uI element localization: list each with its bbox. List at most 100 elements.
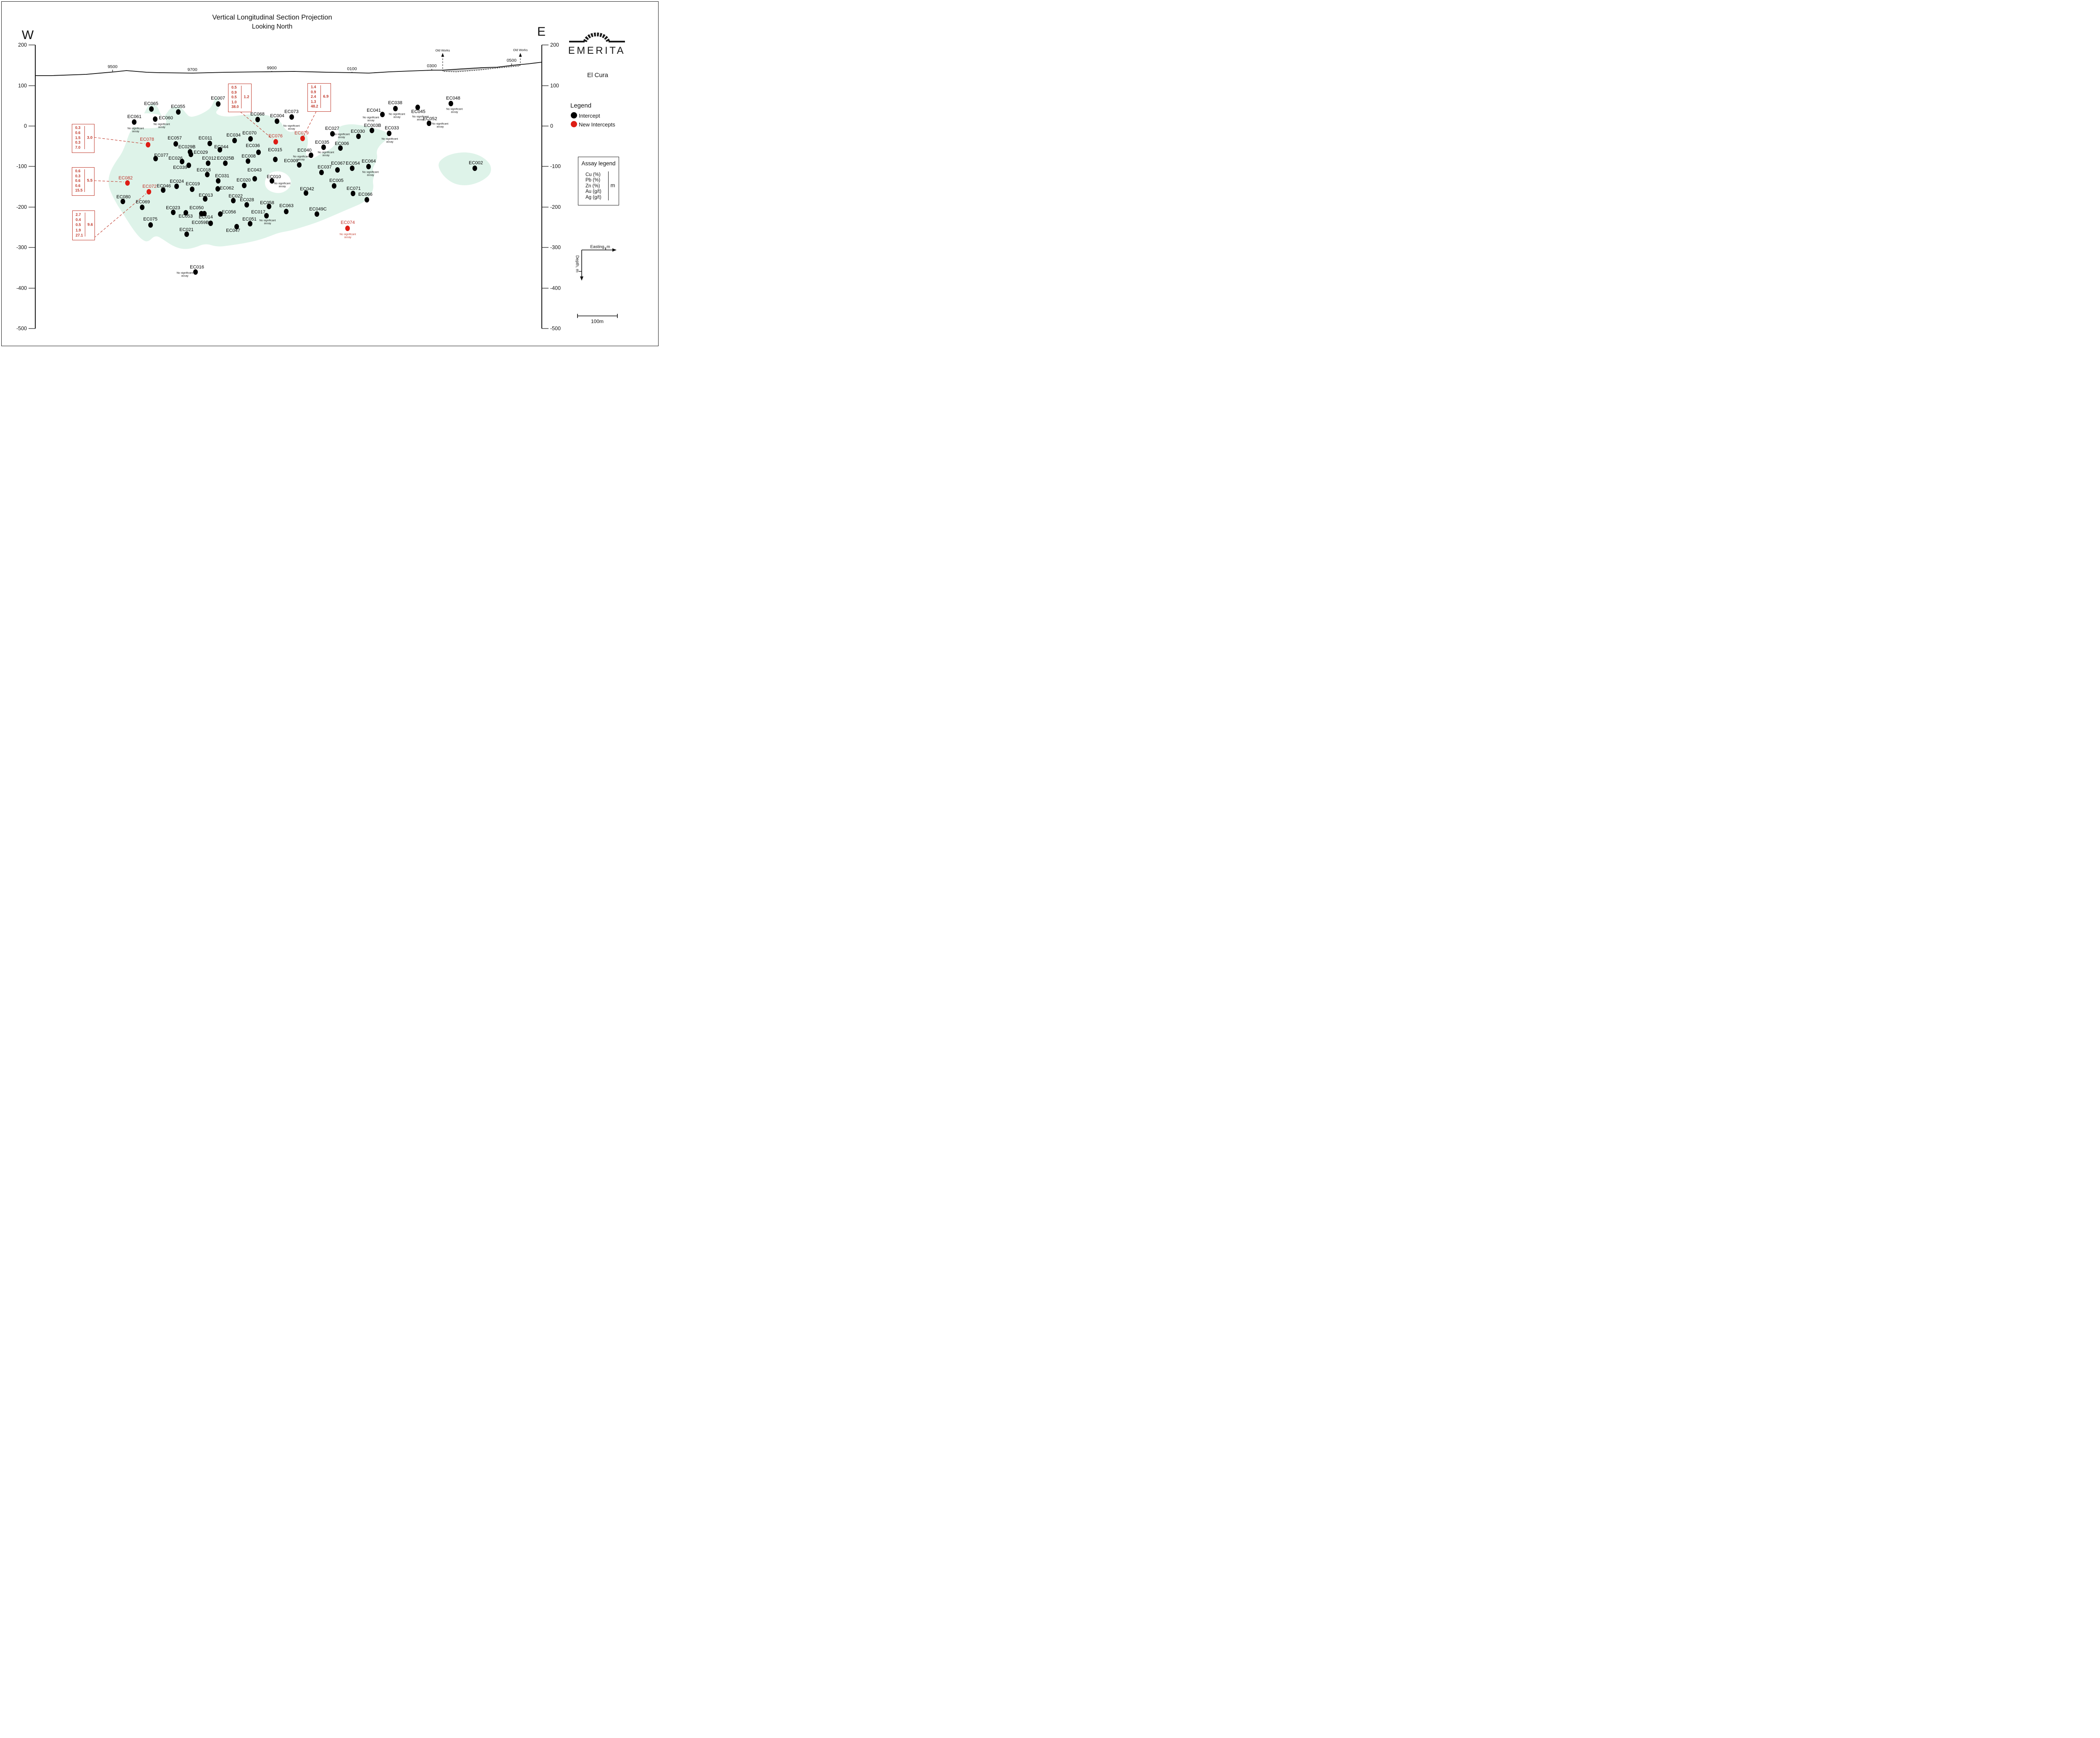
assay-box-2-values: 0.6 0.3 0.6 0.6 15.5	[75, 169, 83, 193]
drillhole-dot-EC078	[145, 142, 150, 147]
nsa-line2: assay	[132, 130, 139, 133]
drillhole-label-EC077: EC077	[154, 153, 168, 158]
drillhole-label-EC072: EC072	[142, 184, 157, 189]
drillhole-label-EC006: EC006	[335, 141, 349, 146]
no-significant-assay-EC074: No significant assay	[339, 233, 356, 239]
drillhole-label-EC007: EC007	[211, 96, 225, 101]
assay-box-3-values: 2.7 0.4 0.5 1.9 27.1	[76, 213, 83, 237]
no-significant-assay-EC017: No significant assay	[259, 219, 276, 226]
drillhole-dot-EC036	[256, 149, 261, 155]
drillhole-dot-EC059B	[208, 220, 213, 226]
no-significant-assay-EC061: No significant assay	[127, 127, 144, 134]
drillhole-label-EC030: EC030	[351, 129, 365, 134]
drillhole-label-EC048: EC048	[446, 96, 460, 101]
assay-connector-4	[240, 111, 273, 139]
drillhole-dot-EC062	[215, 186, 220, 192]
drillhole-dot-EC048	[448, 100, 453, 106]
old-works-arrowhead-1	[441, 53, 444, 57]
nsa-line1: No significant	[388, 113, 405, 116]
easting-arrowhead	[612, 248, 617, 252]
no-significant-assay-EC016: No significant assay	[176, 272, 193, 278]
logo-bar-right	[609, 41, 625, 42]
drillhole-label-EC045: EC045	[411, 109, 425, 114]
legend-intercept-label: Intercept	[579, 113, 600, 119]
depth-axis-label: Depth, m	[575, 255, 580, 273]
drillhole-label-EC021: EC021	[179, 227, 194, 232]
assay-box-4-divider	[241, 86, 242, 108]
old-works-zone	[443, 65, 520, 72]
section-title: Vertical Longitudinal Section Projection	[212, 13, 332, 21]
drillhole-label-EC023: EC023	[166, 205, 180, 210]
drillhole-dot-EC063	[284, 208, 289, 214]
drillhole-label-EC003B: EC003B	[364, 123, 381, 128]
drillhole-dot-EC006	[338, 145, 343, 151]
easting-axis-label: Easting, m	[590, 245, 610, 250]
surface-line	[35, 62, 542, 76]
nsa-line2: assay	[451, 111, 458, 114]
assay-box-4-interval: 1.2	[244, 95, 249, 100]
drillhole-dot-EC047	[234, 223, 239, 229]
nsa-line2: assay	[367, 119, 375, 122]
drillhole-dot-EC076	[273, 139, 278, 145]
drillhole-dot-EC035	[321, 144, 326, 150]
assay-box-2-divider	[84, 169, 85, 192]
drillhole-label-EC071: EC071	[346, 186, 361, 191]
grid-label-0300: 0300	[427, 63, 437, 68]
drillhole-dot-EC045	[415, 104, 420, 110]
assay-legend-row: Ag (g/t)	[585, 195, 601, 200]
depth-tick-label-right--400: -400	[550, 285, 561, 291]
drillhole-dot-EC034	[232, 137, 237, 143]
nsa-line1: No significant	[259, 219, 276, 222]
drillhole-label-EC073: EC073	[284, 109, 299, 114]
depth-tick-label-right-0: 0	[550, 123, 553, 129]
assay-legend-title: Assay legend	[581, 160, 616, 167]
assay-box-1: 0.3 0.6 1.5 0.3 7.0 3.0	[72, 124, 94, 153]
depth-tick-label-left-100: 100	[18, 83, 27, 89]
assay-box-2: 0.6 0.3 0.6 0.6 15.5 5.5	[72, 167, 94, 196]
drillhole-label-EC015: EC015	[268, 147, 282, 153]
drillhole-dot-EC052	[426, 120, 431, 126]
no-significant-assay-EC060: No significant assay	[153, 123, 170, 129]
assay-connector-2	[94, 180, 124, 182]
drillhole-label-EC040: EC040	[297, 148, 312, 153]
drillhole-label-EC055: EC055	[171, 104, 185, 109]
drillhole-dot-EC004	[274, 118, 279, 124]
project-name: El Cura	[587, 71, 609, 79]
drillhole-dot-EC049C	[314, 211, 319, 217]
depth-tick-label-left--100: -100	[16, 163, 27, 169]
nsa-line2: assay	[181, 275, 189, 278]
no-significant-assay-EC027: No significant assay	[333, 133, 349, 139]
assay-legend-unit: m	[610, 182, 615, 189]
drillhole-label-EC017: EC017	[251, 210, 265, 215]
drillhole-label-EC036: EC036	[246, 143, 260, 148]
nsa-line2: assay	[322, 154, 330, 157]
drillhole-label-EC039: EC039	[173, 165, 187, 170]
no-significant-assay-EC040: No significant assay	[293, 155, 309, 162]
drillhole-dot-EC071	[350, 190, 355, 196]
nsa-line2: assay	[367, 174, 374, 177]
nsa-line1: No significant	[283, 124, 300, 128]
drillhole-label-EC019: EC019	[186, 181, 200, 187]
logo-bar-left	[569, 41, 585, 42]
depth-tick-label-right-100: 100	[550, 83, 559, 89]
drillhole-label-EC059B: EC059B	[192, 220, 209, 225]
drillhole-label-EC031: EC031	[215, 174, 229, 179]
drillhole-dot-EC042	[303, 190, 308, 196]
logo-arch-icon	[583, 32, 610, 42]
nsa-line1: No significant	[432, 122, 449, 126]
drillhole-dot-EC027	[330, 131, 335, 137]
no-significant-assay-EC045: No significant assay	[412, 116, 428, 122]
assay-connector-1	[94, 137, 145, 144]
drillhole-dot-EC037	[319, 169, 324, 175]
nsa-line1: No significant	[339, 233, 356, 236]
assay-legend-row: Zn (%)	[585, 183, 600, 189]
scale-bar-label: 100m	[591, 318, 604, 324]
no-significant-assay-EC010: No significant assay	[274, 182, 290, 189]
drillhole-dot-EC023	[171, 209, 176, 215]
no-significant-assay-EC033: No significant assay	[381, 138, 398, 144]
drillhole-dot-EC061	[131, 119, 136, 125]
drillhole-dot-EC012	[205, 160, 210, 166]
drillhole-label-EC027: EC027	[325, 126, 339, 131]
no-significant-assay-EC035: No significant assay	[318, 151, 334, 158]
drillhole-label-EC067: EC067	[331, 161, 345, 166]
